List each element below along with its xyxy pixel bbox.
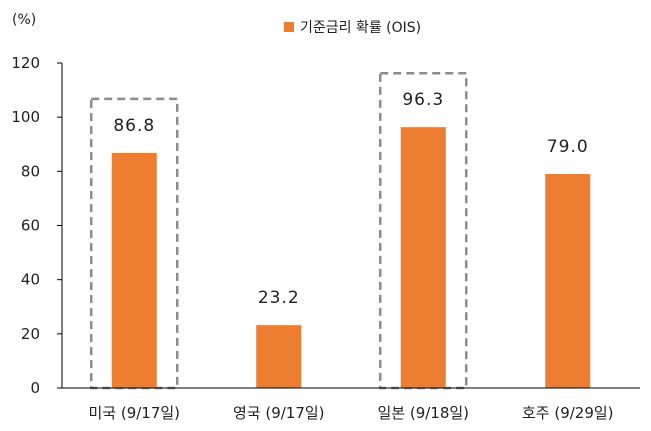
- bar: [111, 152, 157, 388]
- data-labels: 86.8 23.2 96.3 79.0: [113, 90, 589, 308]
- category-label: 영국 (9/17일): [233, 404, 325, 422]
- y-axis-ticks: 0 20 40 60 80 100 120: [11, 54, 62, 397]
- y-tick-label: 20: [21, 325, 40, 343]
- data-label: 96.3: [402, 90, 444, 110]
- bar: [256, 325, 302, 388]
- data-label: 23.2: [258, 288, 300, 308]
- legend-label: 기준금리 확률 (OIS): [300, 20, 421, 36]
- y-tick-label: 60: [21, 217, 40, 235]
- category-labels: 미국 (9/17일) 영국 (9/17일) 일본 (9/18일) 호주 (9/29일): [88, 404, 613, 422]
- bar: [400, 127, 446, 388]
- data-label: 79.0: [547, 137, 589, 157]
- y-tick-label: 80: [21, 162, 40, 180]
- bar: [545, 174, 591, 388]
- category-label: 호주 (9/29일): [522, 404, 614, 422]
- y-tick-label: 120: [11, 54, 40, 72]
- category-label: 미국 (9/17일): [88, 404, 180, 422]
- y-tick-label: 0: [30, 379, 40, 397]
- bars: [111, 127, 591, 388]
- legend: 기준금리 확률 (OIS): [284, 20, 421, 36]
- legend-swatch: [284, 22, 294, 32]
- y-tick-label: 100: [11, 108, 40, 126]
- y-tick-label: 40: [21, 271, 40, 289]
- axes: [61, 63, 640, 389]
- category-label: 일본 (9/18일): [377, 404, 469, 422]
- y-unit-label: (%): [12, 12, 36, 28]
- data-label: 86.8: [113, 116, 155, 136]
